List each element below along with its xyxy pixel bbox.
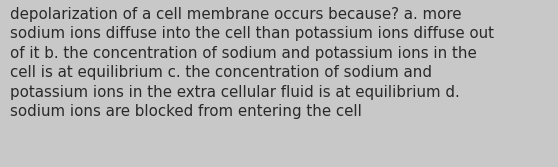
Text: depolarization of a cell membrane occurs because? a. more
sodium ions diffuse in: depolarization of a cell membrane occurs… — [10, 7, 494, 119]
